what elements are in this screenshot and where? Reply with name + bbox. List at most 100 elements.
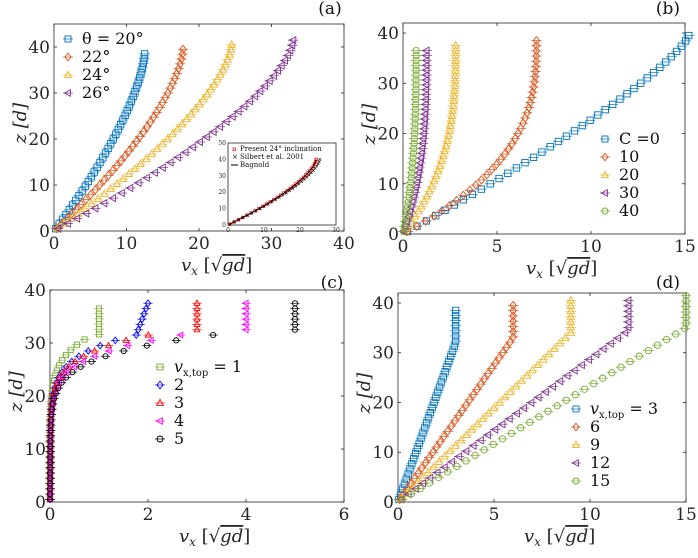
data-point [511,381,521,390]
inset-y-tick-label: 10 [218,206,226,213]
data-point [677,42,686,50]
data-point [142,173,150,183]
data-point [52,390,59,397]
x-tick-label: 0 [49,234,60,254]
data-point [506,387,515,395]
data-point [67,346,74,353]
data-point [526,398,535,407]
data-point [509,326,517,337]
x-tick-label: 20 [188,234,210,254]
data-point [418,463,426,473]
data-point [72,214,81,223]
series-d-1 [394,300,519,505]
y-tick-label: 20 [24,387,46,407]
data-point [419,196,429,205]
data-point [527,92,536,103]
data-point [131,88,139,96]
data-point [517,424,525,432]
data-point [667,53,675,61]
data-point [501,149,509,159]
data-point [193,315,201,322]
x-tick-label: 10 [116,234,138,254]
data-point [421,85,430,95]
data-point [429,462,438,471]
data-point [435,383,444,391]
data-point [445,126,454,135]
y-tick-label: 20 [377,125,399,145]
y-tick-label: 20 [372,393,394,413]
inset-point [297,182,301,186]
data-point [404,221,413,230]
data-point [215,122,224,132]
data-point [500,392,510,401]
data-point [143,342,150,349]
legend-marker [572,405,580,413]
data-point [410,139,418,148]
data-point [589,380,598,388]
data-point [108,165,117,176]
data-point [116,188,125,198]
data-point [442,136,452,145]
data-point [421,51,430,60]
data-point [411,449,420,458]
data-point [176,331,184,339]
data-point [451,322,460,330]
data-point [75,352,83,361]
series-d-3 [396,296,634,504]
data-point [476,379,485,389]
data-point [409,149,418,157]
data-point [484,368,492,379]
data-point [86,190,95,200]
data-point [399,227,408,236]
inset-point [316,162,320,166]
data-point [497,419,506,429]
data-point [121,111,129,119]
data-point [65,362,73,370]
inset-y-tick-label: 30 [218,173,226,180]
inset-point [275,195,280,200]
inset-bagnold-line [229,159,317,225]
data-point [416,484,425,493]
data-point [179,44,187,55]
inset-point [294,184,298,188]
inset-x-tick-label: 20 [296,227,304,234]
data-point [626,358,634,366]
data-point [443,426,452,437]
series-d-4 [396,291,692,504]
legend-entry: 5 [174,429,184,448]
data-point [416,153,424,163]
data-point [276,61,285,70]
legend-marker [601,207,609,215]
data-point [662,58,670,66]
data-point [486,180,494,188]
data-point [117,156,125,166]
data-point [62,351,69,359]
inset-y-tick-label: 20 [218,189,226,196]
data-point [623,301,632,311]
data-point [459,196,467,204]
data-point [127,97,135,105]
data-point [427,181,437,190]
legend-marker [156,363,164,371]
data-point [241,299,249,307]
data-point [530,77,539,87]
panel-label: (a) [318,0,341,19]
data-point [529,82,538,92]
data-point [241,304,249,313]
data-point [538,148,546,156]
legend-entry: θ = 20° [82,29,144,48]
data-point [406,183,414,192]
data-point [412,46,420,55]
data-point [421,56,430,65]
data-point [685,31,693,40]
data-point [562,396,570,404]
data-point [133,331,140,340]
data-point [221,59,230,68]
data-point [405,188,414,197]
data-point [446,121,455,129]
data-point [403,226,412,237]
legend-marker [64,52,72,62]
data-point [412,66,420,74]
data-point [444,131,453,140]
x-tick-label: 0 [45,505,56,525]
